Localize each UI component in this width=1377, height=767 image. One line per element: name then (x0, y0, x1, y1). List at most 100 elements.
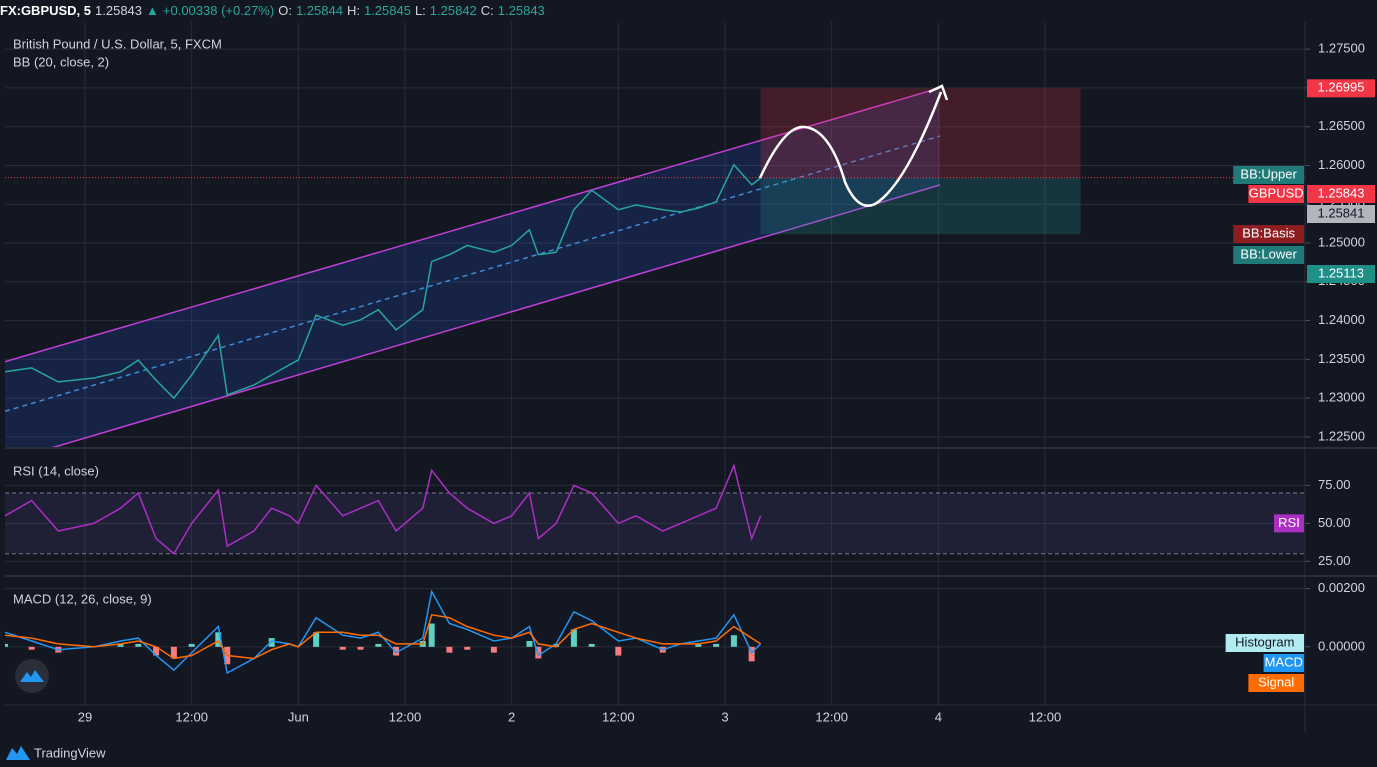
target-label-bg (1307, 79, 1375, 98)
legend-bg (1248, 674, 1304, 692)
price-label-bg (1307, 205, 1375, 223)
target-zone (760, 88, 1081, 178)
y-tick-label: 0.00000 (1318, 638, 1365, 653)
histogram-bar (188, 643, 195, 647)
y-tick-label: 1.24000 (1318, 312, 1365, 327)
pane-title: RSI (14, close) (13, 463, 99, 478)
histogram-bar (170, 646, 177, 659)
histogram-bar (490, 646, 497, 653)
price-label: 1.25841 (1318, 205, 1365, 220)
histogram-bar (588, 643, 595, 647)
legend-label: Signal (1258, 674, 1294, 689)
histogram-bar (713, 643, 720, 647)
series-line (5, 163, 762, 400)
y-tick-label: 25.00 (1318, 553, 1351, 568)
indicator-label: BB:Basis (1242, 225, 1295, 240)
x-tick-label: 4 (935, 709, 942, 724)
last-price: 1.25843 (95, 3, 143, 18)
ohlc-value: 1.25843 (497, 3, 545, 18)
channel-upper (5, 87, 941, 363)
channel-fill (5, 87, 941, 447)
channel-middle (5, 135, 941, 413)
series-line (5, 463, 762, 555)
brand: TradingView (34, 745, 106, 760)
histogram-bar (357, 646, 364, 650)
channel-lower (52, 184, 941, 447)
histogram-bar (28, 646, 35, 650)
indicator-label: GBPUSD (1249, 185, 1304, 200)
indicator-label: BB:Lower (1240, 246, 1297, 261)
rsi-label: RSI (1278, 515, 1300, 530)
indicator-label: BB:Upper (1240, 166, 1297, 181)
legend-bg (1225, 634, 1304, 652)
histogram-bar (748, 646, 755, 662)
forecast-arrow (758, 91, 943, 207)
target-label: 1.26995 (1318, 80, 1365, 95)
y-tick-label: 1.26500 (1318, 118, 1365, 133)
x-tick-label: 29 (78, 709, 92, 724)
histogram-bar (615, 646, 622, 656)
x-tick-label: 2 (508, 709, 515, 724)
y-tick-label: 1.27500 (1318, 41, 1365, 56)
ohlc-key: O: (278, 3, 292, 18)
y-tick-label: 0.00200 (1318, 580, 1365, 595)
histogram-bar (117, 643, 124, 647)
ohlc-value: 1.25845 (363, 3, 411, 18)
histogram-bar (268, 638, 275, 647)
histogram-bar (730, 635, 737, 647)
stop-label-bg (1307, 265, 1375, 283)
logo-icon (20, 670, 44, 682)
ohlc-key: H: (346, 3, 360, 18)
pane-title: MACD (12, 26, close, 9) (13, 591, 152, 606)
symbol[interactable]: FX:GBPUSD, 5 (0, 3, 92, 18)
legend-bg (1263, 654, 1304, 672)
y-tick-label: 75.00 (1318, 477, 1351, 492)
x-tick-label: 12:00 (602, 709, 635, 724)
histogram-bar (393, 646, 400, 656)
y-tick-label: 50.00 (1318, 515, 1351, 530)
y-tick-label: 1.25000 (1318, 234, 1365, 249)
x-tick-label: 12:00 (389, 709, 422, 724)
histogram-bar (215, 632, 222, 647)
change: +0.00338 (+0.27%) (162, 3, 275, 18)
histogram-bar (339, 646, 346, 650)
legend-label: MACD (1265, 654, 1303, 669)
histogram-bar (446, 646, 453, 653)
ohlc-key: C: (480, 3, 494, 18)
x-tick-label: 12:00 (1029, 709, 1062, 724)
indicator-label-bg (1233, 166, 1304, 184)
plot-layer: 1.275001.270001.265001.260001.255001.250… (5, 22, 1375, 724)
series-line (5, 613, 762, 660)
overlay-layer: TradingView (5, 22, 1377, 760)
price-label-bg (1307, 185, 1375, 203)
x-tick-label: 3 (721, 709, 728, 724)
histogram-bar (5, 643, 8, 647)
pane-title: British Pound / U.S. Dollar, 5, FXCM (13, 36, 222, 51)
ohlc-key: L: (414, 3, 426, 18)
symbol-bar: FX:GBPUSD, 5 1.25843 ▲ +0.00338 (+0.27%) O: 1… (0, 0, 1377, 22)
series-line (5, 589, 762, 675)
histogram-bar (375, 643, 382, 647)
rsi-label-bg (1274, 514, 1304, 533)
y-tick-label: 1.23500 (1318, 351, 1365, 366)
histogram-bar (153, 646, 160, 656)
up-arrow: ▲ (146, 3, 159, 18)
histogram-bar (135, 643, 142, 647)
stop-label: 1.25113 (1318, 265, 1364, 280)
ohlc-value: 1.25842 (429, 3, 477, 18)
y-tick-label: 1.22500 (1318, 428, 1365, 443)
histogram-bar (464, 646, 471, 650)
y-tick-label: 1.23000 (1318, 390, 1365, 405)
arrow-head (928, 84, 949, 101)
histogram-bar (695, 643, 702, 647)
x-tick-label: 12:00 (815, 709, 848, 724)
pane (5, 22, 1305, 447)
histogram-bar (313, 632, 320, 647)
price-label: 1.25843 (1318, 185, 1365, 200)
x-tick-label: Jun (288, 709, 309, 724)
legend-label: Histogram (1235, 634, 1294, 649)
histogram-bar (526, 641, 533, 647)
pane-subtitle: BB (20, close, 2) (13, 54, 109, 69)
